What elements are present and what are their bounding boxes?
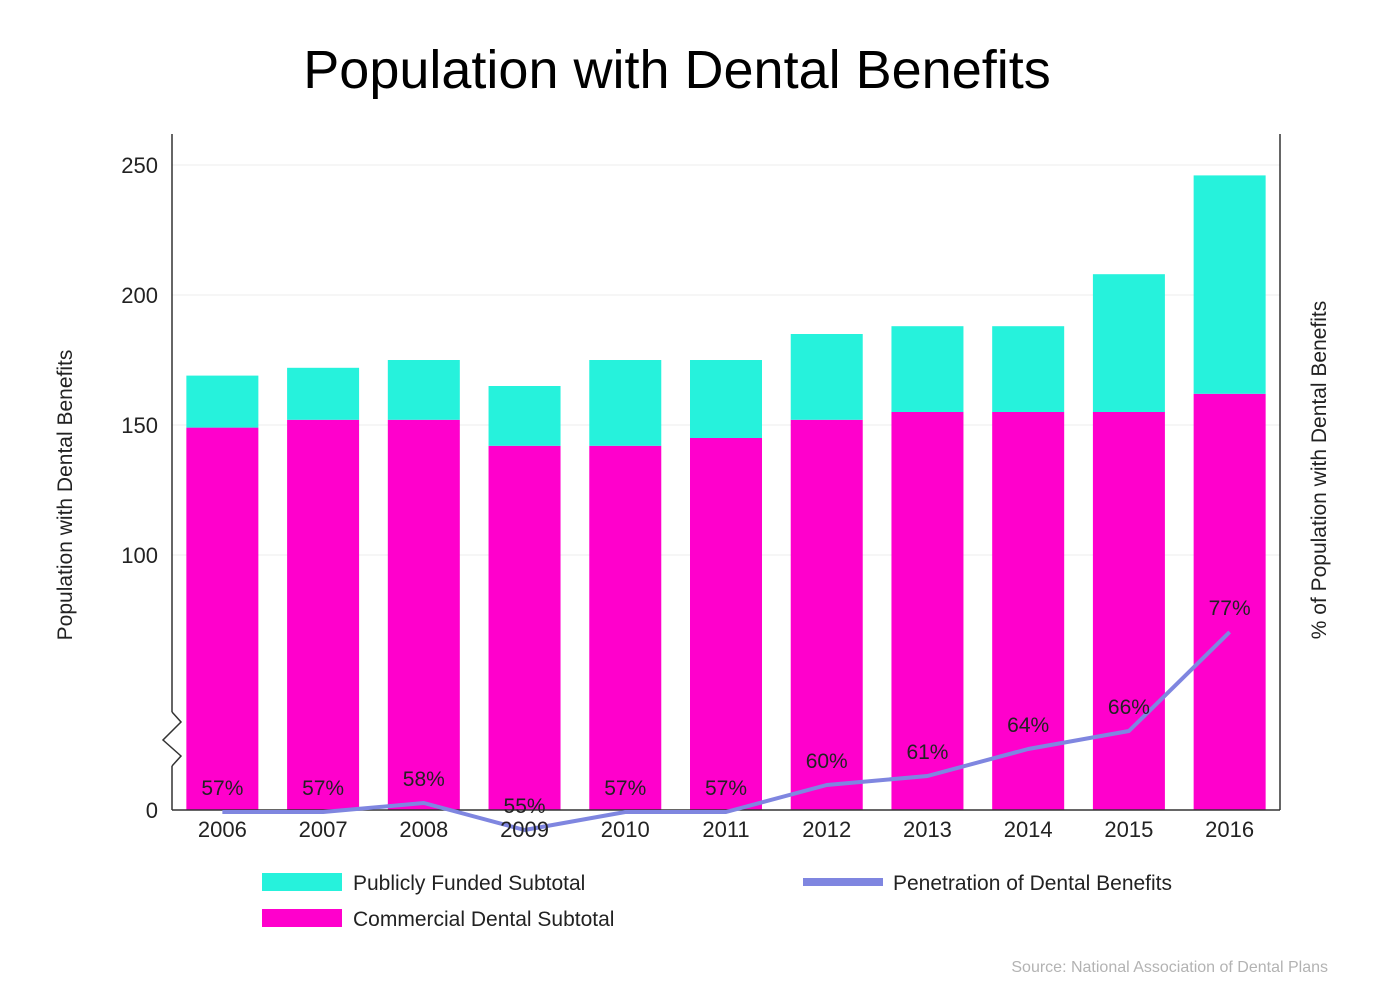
y-axis-title: Population with Dental Benefits [54,350,77,641]
axis-break-icon [161,711,183,767]
legend-label: Penetration of Dental Benefits [893,872,1172,895]
penetration-label: 55% [504,795,546,818]
legend-label: Publicly Funded Subtotal [353,872,585,895]
bar-commercial-2011 [690,438,762,810]
bar-commercial-2013 [891,412,964,810]
penetration-label: 58% [403,768,445,791]
bar-public-2008 [387,360,460,420]
x-tick-label: 2016 [1205,817,1254,842]
y-tick-label: 0 [146,798,158,823]
penetration-label: 57% [302,777,344,800]
x-tick-label: 2012 [802,817,851,842]
y-tick-label: 150 [121,413,158,438]
bar-public-2014 [992,326,1065,412]
penetration-label: 77% [1209,597,1251,620]
penetration-label: 66% [1108,696,1150,719]
chart-title: Population with Dental Benefits [303,40,1050,100]
x-tick-label: 2010 [601,817,650,842]
x-tick-label: 2006 [198,817,247,842]
penetration-label: 64% [1007,714,1049,737]
bar-commercial-2010 [589,445,662,810]
bar-commercial-2009 [488,445,561,810]
y-tick-label: 100 [121,543,158,568]
bar-public-2015 [1092,274,1165,412]
bar-public-2016 [1193,175,1266,394]
x-tick-label: 2009 [500,817,549,842]
bar-public-2011 [690,360,762,438]
bar-public-2006 [186,375,259,428]
bar-commercial-2007 [287,419,360,810]
legend-swatch-line [803,878,883,886]
bar-public-2010 [589,360,662,446]
legend-swatch [262,873,342,891]
penetration-line-group: 57% 57% 58% 55% 57% 57% 60% 61% 64% 66% 77% [201,597,1251,832]
penetration-line [222,630,1232,832]
legend: Publicly Funded Subtotal Commercial Denta… [262,872,1172,931]
y-axis-right-title: % of Population with Dental Benefits [1308,301,1331,640]
tick-labels: 250 200 150 100 0 2006 2007 2008 2009 2010 2011 201… [121,153,1254,842]
y-tick-label: 250 [121,153,158,178]
penetration-label: 57% [201,777,243,800]
bar-commercial-2016 [1193,393,1266,810]
x-tick-label: 2014 [1004,817,1053,842]
legend-label: Commercial Dental Subtotal [353,908,614,931]
x-tick-label: 2008 [399,817,448,842]
x-tick-label: 2011 [702,817,749,842]
bar-commercial-2008 [387,419,460,810]
x-tick-label: 2013 [903,817,952,842]
x-tick-label: 2007 [299,817,348,842]
bar-public-2013 [891,326,964,412]
bars [186,175,1266,810]
bar-public-2012 [790,334,863,420]
source-note: Source: National Association of Dental P… [1011,959,1328,976]
bar-public-2009 [488,386,561,446]
bar-commercial-2015 [1092,412,1165,810]
y-tick-label: 200 [121,283,158,308]
bar-public-2007 [287,367,360,420]
penetration-label: 57% [604,777,646,800]
bar-commercial-2012 [790,419,863,810]
penetration-label: 61% [906,741,948,764]
x-tick-label: 2015 [1104,817,1153,842]
penetration-label: 60% [806,750,848,773]
bar-commercial-2006 [186,427,259,810]
penetration-label: 57% [705,777,747,800]
legend-swatch [262,909,342,927]
